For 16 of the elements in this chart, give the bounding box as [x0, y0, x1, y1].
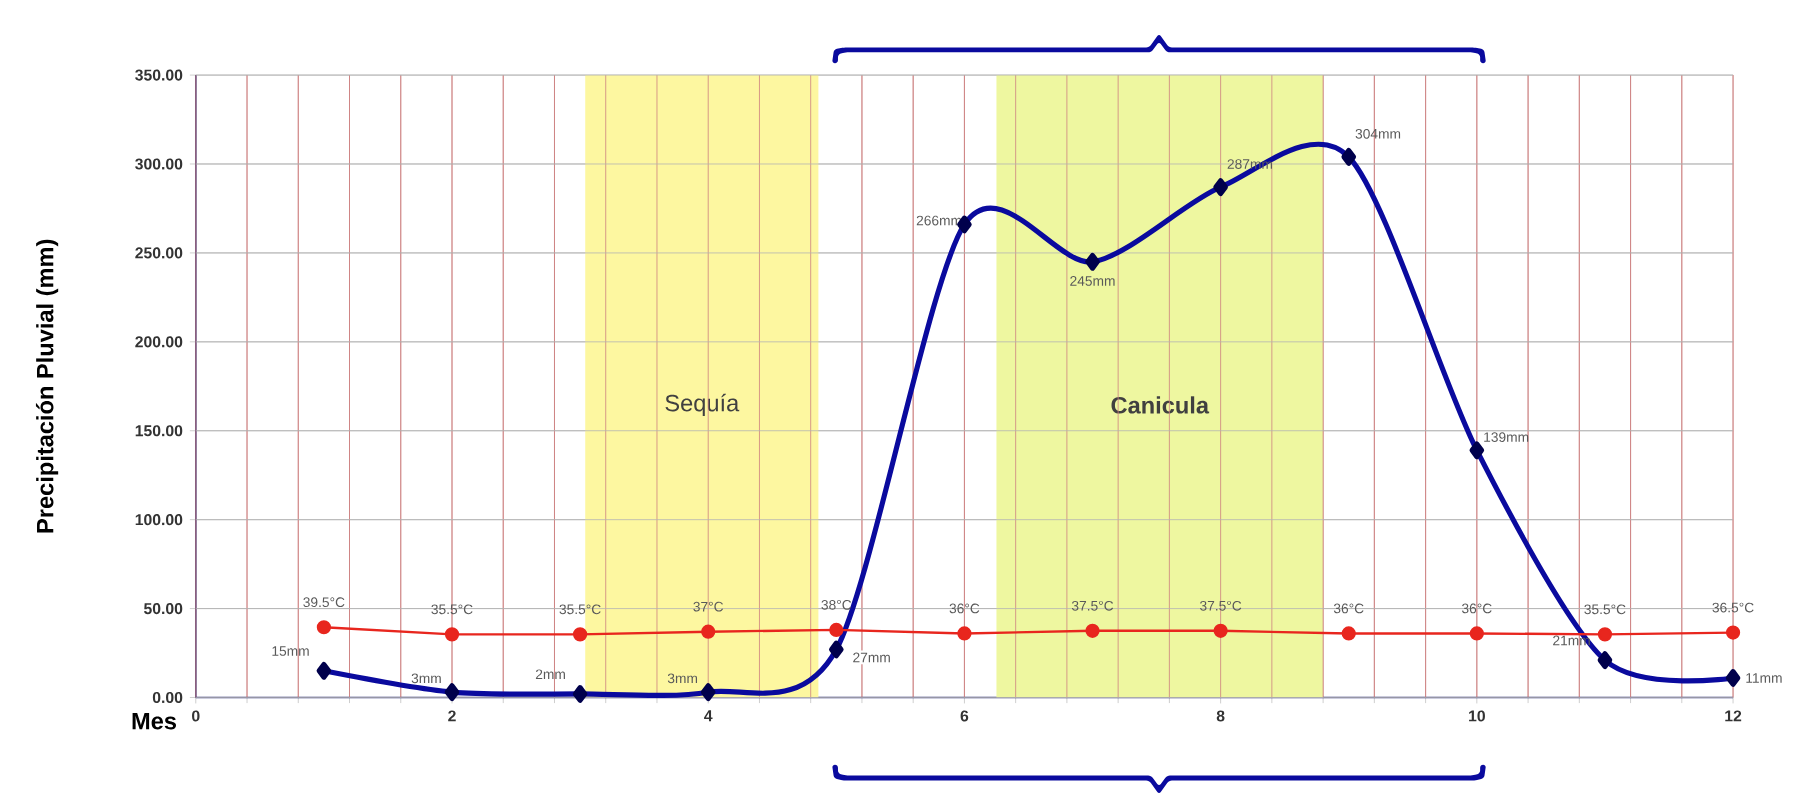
point — [701, 624, 716, 639]
point — [1597, 627, 1613, 642]
point — [1725, 625, 1741, 640]
point — [444, 627, 460, 642]
band-label: Sequía — [665, 393, 740, 417]
point — [1213, 623, 1228, 638]
point — [572, 627, 588, 642]
point — [316, 620, 332, 635]
point — [1341, 626, 1356, 641]
x-axis-title: Mes — [132, 712, 176, 730]
point — [1085, 623, 1100, 638]
band-label: Canicula — [1111, 396, 1210, 414]
point — [1469, 626, 1484, 641]
point — [957, 626, 972, 641]
y-axis-title: Precipitación Pluvial (mm) — [35, 239, 59, 533]
point — [829, 622, 844, 637]
